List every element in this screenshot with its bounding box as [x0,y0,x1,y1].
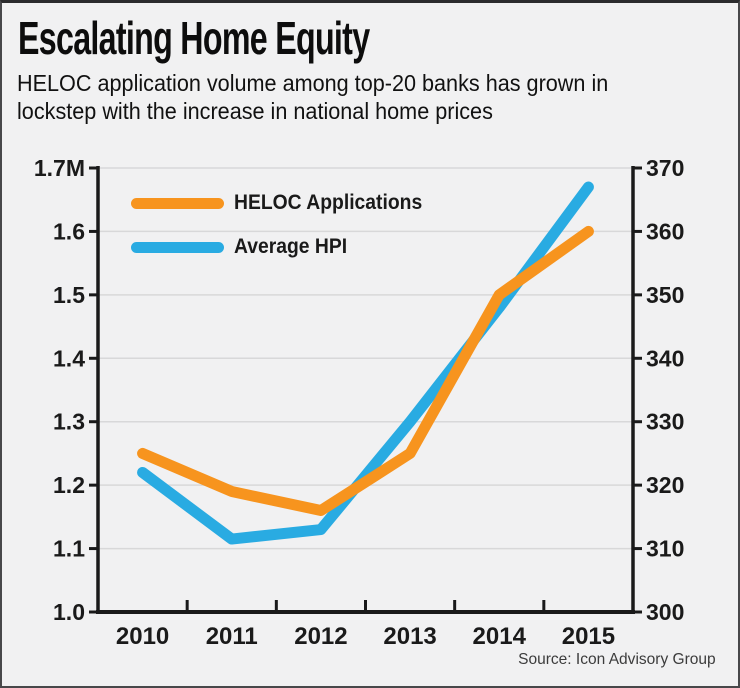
chart-subtitle: HELOC application volume among top-20 ba… [17,69,637,125]
legend-label-heloc: HELOC Applications [234,191,423,214]
chart-legend: HELOC Applications Average HPI [131,181,439,269]
y-axis-right-tick-label: 350 [646,282,684,308]
y-axis-left-tick-label: 1.6 [53,218,85,244]
source-attribution: Source: Icon Advisory Group [518,651,716,668]
y-axis-left-tick-label: 1.3 [53,409,85,435]
legend-item-hpi: Average HPI [131,225,439,269]
y-axis-right-tick-label: 360 [646,218,684,244]
y-axis-right-tick-label: 300 [646,599,684,625]
y-axis-left-tick-label: 1.4 [53,345,85,371]
y-axis-right-tick-label: 340 [646,345,684,371]
legend-label-hpi: Average HPI [234,235,348,258]
legend-item-heloc: HELOC Applications [131,181,439,225]
hpi-line-swatch [131,241,224,253]
y-axis-right-tick-label: 330 [646,409,684,435]
line-chart: 1.7M 1.6 1.5 1.4 1.3 1.2 1.1 1.0 370 360 350 340 330… [34,155,685,650]
x-axis-tick-label: 2015 [562,623,615,650]
y-axis-left-tick-label: 1.5 [53,282,85,308]
y-axis-left-tick-label: 1.0 [53,599,85,625]
series-line-heloc-applications [137,225,594,517]
x-axis-tick-label: 2014 [473,623,527,650]
y-axis-left-tick-label: 1.2 [53,472,85,498]
heloc-line-swatch [131,197,224,209]
subtitle-line-1: HELOC application volume among top-20 ba… [17,70,609,96]
y-axis-right-tick-label: 370 [646,155,684,181]
x-axis-tick-label: 2011 [206,623,258,650]
subtitle-line-2: lockstep with the increase in national h… [17,98,493,124]
page-title: Escalating Home Equity [18,12,370,64]
y-axis-left-tick-label: 1.1 [53,536,85,562]
x-axis-tick-label: 2012 [294,623,347,650]
y-axis-right-tick-label: 320 [646,472,684,498]
x-axis-tick-label: 2013 [383,623,436,650]
y-axis-right-tick-label: 310 [646,536,684,562]
y-axis-left-tick-label: 1.7M [34,155,85,181]
x-axis-tick-label: 2010 [116,623,169,650]
